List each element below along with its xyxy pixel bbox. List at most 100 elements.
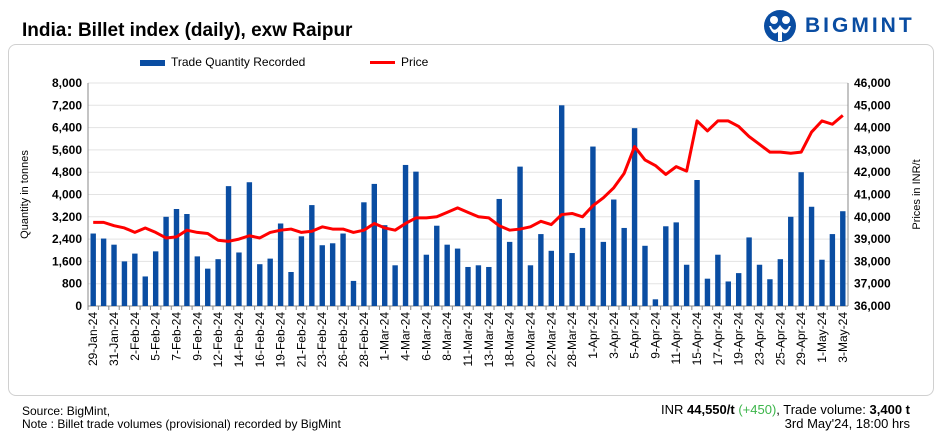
- bar: [361, 202, 367, 306]
- price-value: 44,550/t: [687, 402, 735, 417]
- bar: [538, 234, 544, 306]
- bar: [225, 186, 232, 306]
- bar: [277, 223, 284, 306]
- legend-swatch-bar: [140, 59, 165, 66]
- logo-text: BIGMINT: [805, 14, 915, 37]
- bar: [246, 182, 253, 306]
- bar: [215, 259, 221, 306]
- bar: [454, 248, 461, 306]
- legend-label-bars: Trade Quantity Recorded: [171, 55, 306, 69]
- bar: [309, 205, 315, 306]
- x-tick-label: 15-Apr-24: [690, 312, 704, 366]
- x-tick-label: 29-Apr-24: [794, 312, 808, 366]
- bar: [829, 234, 836, 306]
- x-tick-label: 20-Mar-24: [523, 312, 537, 368]
- x-tick-label: 1-Mar-24: [378, 312, 392, 361]
- x-tick-label: 23-Apr-24: [753, 312, 767, 366]
- x-tick-label: 22-Mar-24: [544, 312, 558, 368]
- x-tick-label: 12-Feb-24: [211, 312, 225, 368]
- bar: [590, 146, 596, 306]
- y2-tick-label: 45,000: [854, 98, 891, 112]
- bar: [694, 180, 700, 306]
- y-tick-label: 4,000: [52, 188, 82, 202]
- bar: [517, 166, 523, 306]
- bar: [840, 211, 846, 306]
- x-tick-label: 19-Apr-24: [732, 312, 746, 366]
- price-summary: INR 44,550/t (+450), Trade volume: 3,400…: [661, 402, 910, 417]
- x-tick-label: 4-Mar-24: [399, 312, 413, 361]
- y-tick-label: 0: [75, 299, 82, 313]
- bar: [152, 251, 159, 306]
- bar: [340, 233, 346, 306]
- x-tick-label: 21-Feb-24: [294, 312, 308, 368]
- bar: [350, 280, 357, 306]
- bar: [184, 214, 190, 306]
- x-tick-label: 19-Feb-24: [274, 312, 288, 368]
- bar: [756, 264, 763, 306]
- legend-label-line: Price: [401, 55, 429, 69]
- bar: [194, 256, 201, 306]
- y2-tick-label: 44,000: [854, 121, 891, 135]
- y2-tick-label: 37,000: [854, 277, 891, 291]
- bar: [90, 233, 96, 306]
- bar: [475, 265, 482, 306]
- bigmint-logo: BIGMINT: [763, 9, 915, 43]
- bar: [558, 105, 565, 306]
- bar: [329, 243, 336, 306]
- bar: [100, 238, 107, 306]
- bar: [371, 183, 378, 306]
- bar: [319, 245, 325, 306]
- legend-item-line: Price: [370, 55, 428, 69]
- x-tick-label: 5-Feb-24: [149, 312, 163, 361]
- y2-tick-label: 40,000: [854, 210, 891, 224]
- y-tick-label: 1,600: [52, 254, 82, 268]
- y2-tick-label: 38,000: [854, 254, 891, 268]
- y-tick-label: 8,000: [52, 76, 82, 90]
- bar: [173, 208, 180, 306]
- bar: [631, 128, 638, 306]
- bar: [767, 279, 773, 306]
- bar: [496, 198, 502, 306]
- bar: [444, 244, 450, 306]
- bar: [205, 268, 211, 306]
- bar: [402, 164, 409, 306]
- x-tick-label: 29-Jan-24: [86, 312, 100, 366]
- bar: [111, 244, 117, 306]
- bar: [819, 259, 825, 306]
- x-tick-label: 18-Mar-24: [503, 312, 517, 368]
- x-tick-label: 6-Mar-24: [419, 312, 433, 361]
- y-tick-label: 3,200: [52, 210, 82, 224]
- x-tick-label: 31-Jan-24: [107, 312, 121, 366]
- bar: [798, 172, 804, 306]
- bar: [132, 253, 138, 306]
- x-tick-label: 11-Apr-24: [669, 312, 683, 365]
- bar: [257, 264, 263, 306]
- x-tick-label: 25-Apr-24: [773, 312, 787, 366]
- volume-label: , Trade volume:: [776, 402, 866, 417]
- y-tick-label: 5,600: [52, 143, 82, 157]
- timestamp: 3rd May'24, 18:00 hrs: [784, 416, 910, 431]
- y-tick-label: 2,400: [52, 232, 82, 246]
- y-tick-label: 800: [62, 277, 82, 291]
- y2-axis-label: Prices in INR/t: [911, 159, 923, 229]
- bar: [735, 273, 742, 306]
- bar: [423, 254, 430, 306]
- note-text: Note : Billet trade volumes (provisional…: [22, 417, 341, 431]
- x-tick-label: 13-Mar-24: [482, 312, 496, 368]
- bar: [579, 227, 586, 306]
- bar: [642, 245, 648, 306]
- legend-item-bars: Trade Quantity Recorded: [140, 55, 305, 69]
- bar: [486, 266, 492, 306]
- bar: [267, 258, 273, 306]
- bar: [121, 261, 128, 306]
- bar: [611, 199, 617, 306]
- y2-tick-label: 43,000: [854, 143, 891, 157]
- bar: [652, 299, 659, 306]
- bar: [288, 271, 294, 306]
- bar: [683, 264, 690, 306]
- bar: [392, 265, 398, 306]
- x-tick-label: 26-Feb-24: [336, 312, 350, 368]
- x-tick-label: 1-Apr-24: [586, 312, 600, 359]
- bar: [236, 252, 242, 306]
- bar: [163, 216, 169, 306]
